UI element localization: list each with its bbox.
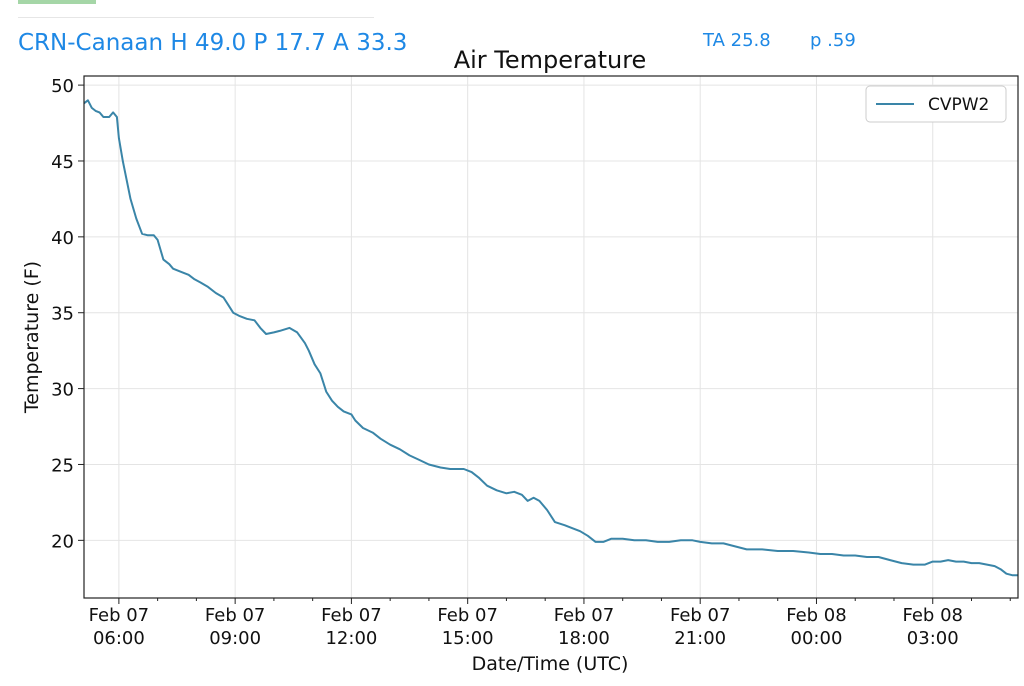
x-tick-label-time: 18:00 — [558, 628, 610, 649]
x-tick-label-date: Feb 07 — [670, 605, 731, 626]
y-tick-label: 30 — [51, 380, 74, 401]
legend-box — [865, 85, 1007, 123]
station-title: CRN-Canaan H 49.0 P 17.7 A 33.3 — [18, 30, 408, 56]
plot-frame — [83, 75, 1019, 599]
legend: CVPW2 — [865, 85, 1007, 123]
y-tick-label: 45 — [51, 152, 74, 173]
chart-title: Air Temperature — [454, 46, 647, 74]
y-tick-label: 35 — [51, 304, 74, 325]
status-accent-bar — [18, 0, 96, 4]
x-tick-label-time: 12:00 — [325, 628, 377, 649]
y-tick-label: 40 — [51, 228, 74, 249]
x-tick-label-date: Feb 07 — [205, 605, 266, 626]
p-stat: p .59 — [810, 30, 856, 51]
grid — [84, 76, 1018, 598]
y-tick-label: 50 — [51, 76, 74, 97]
y-tick-label: 25 — [51, 455, 74, 476]
header-divider — [18, 17, 374, 18]
series-line-cvpw2 — [83, 99, 1018, 577]
legend-label: CVPW2 — [928, 95, 989, 115]
x-tick-label-date: Feb 08 — [902, 605, 963, 626]
series-layer — [83, 99, 1018, 577]
x-tick-label-time: 06:00 — [93, 628, 145, 649]
x-tick-label-time: 09:00 — [209, 628, 261, 649]
x-tick-label-date: Feb 07 — [554, 605, 615, 626]
x-tick-label-date: Feb 07 — [321, 605, 382, 626]
x-axis-label: Date/Time (UTC) — [472, 653, 629, 675]
x-tick-label-time: 00:00 — [791, 628, 843, 649]
x-tick-label-date: Feb 07 — [89, 605, 150, 626]
y-axis-label: Temperature (F) — [21, 261, 43, 414]
y-tick-label: 20 — [51, 531, 74, 552]
ta-stat: TA 25.8 — [703, 30, 771, 51]
x-tick-label-time: 15:00 — [442, 628, 494, 649]
y-axis: 20 25 30 35 40 45 50 — [51, 76, 84, 552]
x-tick-label-date: Feb 07 — [437, 605, 498, 626]
x-tick-label-time: 03:00 — [907, 628, 959, 649]
x-tick-label-time: 21:00 — [674, 628, 726, 649]
x-tick-label-date: Feb 08 — [786, 605, 847, 626]
